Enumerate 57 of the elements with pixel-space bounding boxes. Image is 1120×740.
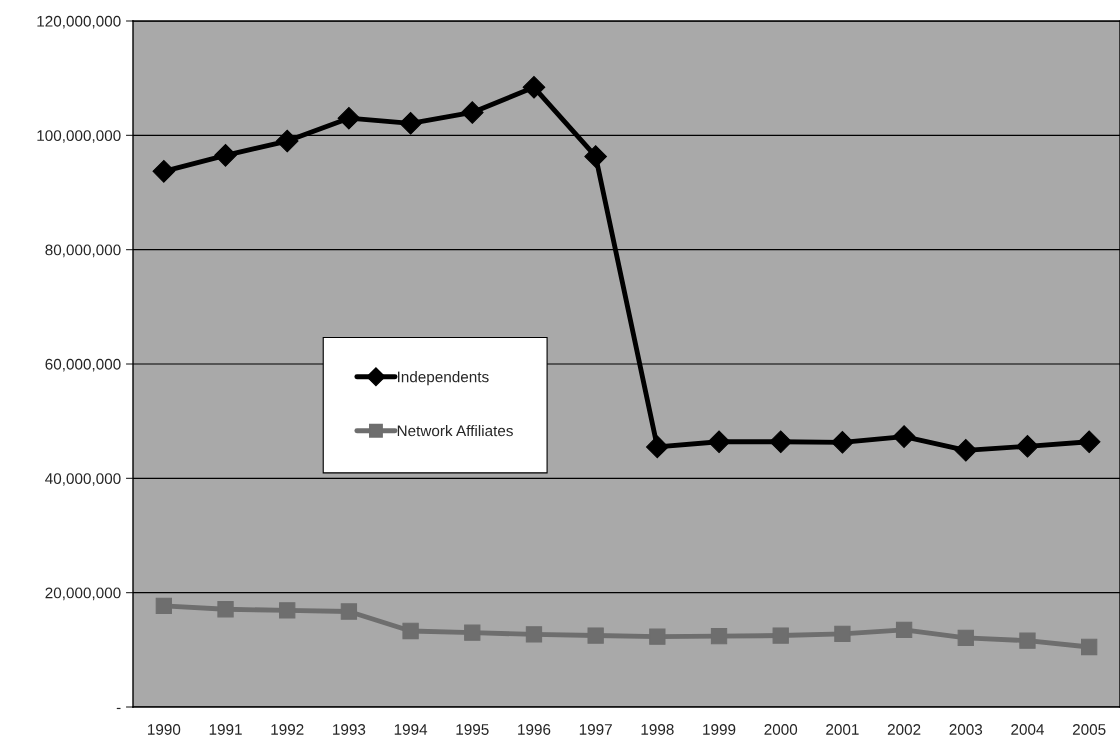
y-tick-label: 20,000,000 (45, 587, 121, 601)
point (831, 431, 854, 454)
x-tick-label: 1996 (518, 724, 551, 735)
point (834, 625, 851, 642)
y-tick-label: 40,000,000 (45, 473, 121, 486)
x-tick-label: 1990 (148, 724, 181, 735)
point (892, 425, 916, 448)
point (710, 627, 728, 645)
point (340, 603, 358, 620)
x-tick-label: 2000 (764, 724, 798, 735)
x-tick-label: 1993 (333, 724, 366, 735)
point (522, 75, 546, 99)
point (584, 145, 607, 168)
x-tick-label: 2004 (1011, 724, 1045, 735)
point (646, 435, 669, 459)
x-tick-label: 2001 (826, 724, 859, 735)
point (1016, 435, 1039, 458)
y-tick-label: 120,000,000 (37, 15, 121, 29)
point (275, 129, 299, 153)
point (464, 624, 481, 641)
x-tick-label: 1995 (456, 724, 489, 735)
x-tick-label: 1997 (579, 724, 612, 735)
x-tick-label: 2005 (1072, 724, 1106, 735)
point (649, 628, 666, 645)
legend-label: Network Affiliates (397, 425, 513, 437)
y-tick-label: 80,000,000 (45, 244, 121, 258)
point (279, 602, 296, 619)
point (1081, 638, 1098, 656)
y-tick-label: 100,000,000 (37, 130, 121, 143)
y-tick-label: - (116, 707, 121, 710)
x-tick-label: 2003 (949, 724, 983, 735)
point (1077, 430, 1101, 454)
point (895, 621, 913, 638)
point (214, 144, 237, 167)
x-tick-label: 1998 (641, 724, 674, 735)
x-tick-label: 1992 (271, 724, 304, 735)
x-tick-label: 1994 (394, 724, 428, 735)
y-tick-label: 60,000,000 (45, 358, 121, 372)
point (525, 626, 543, 643)
point (954, 439, 978, 462)
x-tick-label: 2002 (887, 724, 921, 735)
point (337, 106, 361, 130)
point (957, 629, 974, 646)
point (1019, 632, 1036, 649)
point (152, 160, 176, 183)
point (587, 627, 604, 644)
point (707, 430, 731, 454)
point (402, 622, 419, 640)
point (399, 112, 422, 135)
point (769, 430, 793, 454)
x-tick-label: 1999 (703, 724, 736, 735)
point (217, 601, 234, 618)
point (460, 101, 484, 124)
point (772, 627, 789, 644)
x-tick-label: 1991 (209, 724, 242, 735)
point (155, 597, 172, 614)
legend-label: Independents (397, 371, 489, 386)
